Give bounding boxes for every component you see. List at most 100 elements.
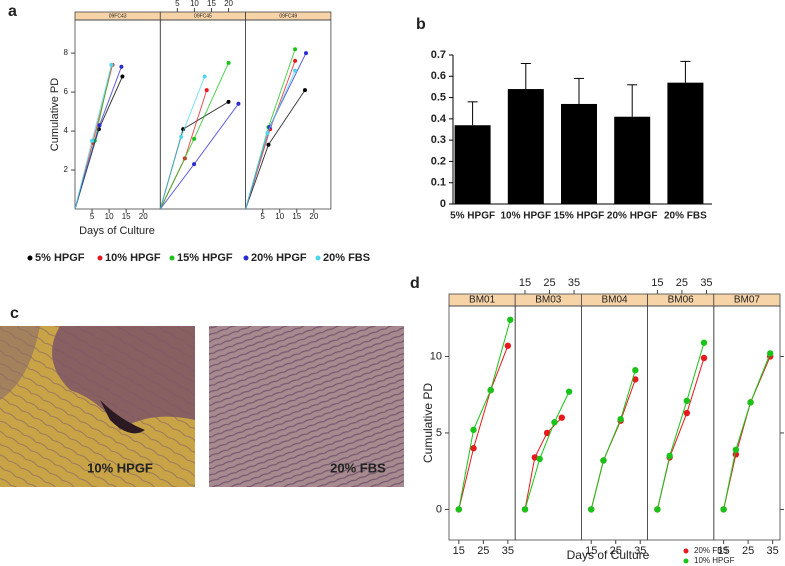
- x-axis-title: Days of Culture: [79, 225, 155, 237]
- data-point: [654, 506, 661, 513]
- data-point: [683, 397, 691, 405]
- facet-frame: [581, 305, 649, 541]
- panel-label: b: [416, 16, 426, 33]
- data-point: [766, 350, 774, 357]
- bar: [614, 116, 651, 204]
- y-tick-label: 10: [430, 350, 442, 362]
- data-point: [507, 316, 514, 323]
- data-point: [683, 409, 691, 417]
- x-tick-label: 10: [275, 212, 284, 221]
- micrograph-left: [0, 326, 195, 487]
- legend-label: 10% HPGF: [694, 556, 735, 565]
- x-tick-label: 15: [519, 277, 531, 289]
- data-point: [470, 426, 477, 434]
- data-point: [303, 51, 308, 56]
- data-point: [97, 123, 102, 128]
- series-line: [159, 89, 208, 210]
- data-point: [192, 162, 197, 167]
- series-line: [458, 319, 511, 510]
- x-tick-label: 5: [175, 0, 180, 8]
- y-tick-label: 0.4: [431, 113, 447, 125]
- y-tick-label: 0.1: [431, 177, 446, 189]
- image-label: 20% FBS: [330, 460, 386, 475]
- legend-dot: [683, 548, 689, 554]
- data-point: [455, 506, 463, 513]
- data-point: [90, 138, 95, 143]
- data-point: [732, 446, 740, 453]
- y-tick-label: 0.7: [431, 49, 446, 61]
- y-tick-label: 2: [64, 165, 69, 174]
- x-tick-label: 25: [477, 545, 489, 557]
- legend-dot: [27, 255, 33, 261]
- data-point: [204, 88, 209, 93]
- series-line: [245, 52, 307, 210]
- series-line: [723, 353, 771, 510]
- series-line: [458, 345, 509, 510]
- data-point: [632, 376, 639, 383]
- x-tick-label: 20: [139, 212, 148, 221]
- x-tick-label: 20: [309, 212, 318, 221]
- data-point: [226, 60, 231, 65]
- data-point: [119, 64, 124, 69]
- x-tick-label: 15: [292, 212, 301, 221]
- series-line: [723, 356, 771, 510]
- panel-label: c: [10, 305, 19, 322]
- legend-label: 15% HPGF: [177, 252, 233, 264]
- data-point: [266, 142, 271, 147]
- data-point: [487, 386, 494, 394]
- strip-title: BM01: [469, 295, 496, 306]
- data-point: [617, 415, 624, 423]
- x-tick-label: 25: [610, 545, 622, 557]
- y-tick-label: 0.5: [431, 91, 446, 103]
- series-line: [74, 66, 122, 210]
- data-point: [600, 457, 607, 464]
- data-point: [632, 367, 639, 374]
- data-point: [192, 136, 197, 141]
- data-point: [293, 58, 298, 63]
- series-line: [159, 76, 206, 210]
- x-tick-label: 20% HPGF: [607, 211, 658, 222]
- data-point: [293, 47, 298, 52]
- series-line: [656, 357, 705, 510]
- x-tick-label: 15: [651, 277, 663, 289]
- x-tick-label: 10% HPGF: [501, 211, 552, 222]
- strip-title: BM06: [668, 295, 695, 306]
- bar: [454, 125, 491, 204]
- legend-label: 10% HPGF: [105, 252, 161, 264]
- legend-dot: [169, 255, 175, 261]
- facet-frame: [448, 305, 516, 541]
- x-tick-label: 35: [502, 545, 514, 557]
- x-axis-title: Days of Culture: [567, 548, 650, 562]
- data-point: [531, 454, 539, 461]
- x-tick-label: 25: [742, 545, 754, 557]
- x-tick-label: 15: [585, 545, 597, 557]
- facet-frame: [514, 305, 582, 541]
- y-tick-label: 5: [436, 427, 442, 439]
- data-point: [588, 506, 595, 513]
- series-line: [159, 101, 229, 210]
- bar: [667, 82, 704, 204]
- data-point: [565, 388, 573, 395]
- data-point: [700, 354, 708, 362]
- image-label: 10% HPGF: [87, 460, 153, 475]
- legend-label: 5% HPGF: [35, 252, 85, 264]
- data-point: [720, 506, 727, 513]
- data-point: [558, 414, 565, 421]
- y-axis-title: Cumulative PD: [421, 383, 435, 463]
- data-point: [536, 455, 543, 463]
- x-tick-label: 35: [700, 277, 712, 289]
- data-point: [202, 74, 207, 79]
- data-point: [521, 506, 529, 513]
- strip-title: BM07: [734, 295, 761, 306]
- x-tick-label: 15: [717, 545, 729, 557]
- series-line: [74, 76, 123, 210]
- strip-title: 09FC45: [194, 13, 212, 19]
- data-point: [302, 88, 307, 93]
- x-tick-label: 10: [190, 0, 199, 8]
- series-line: [74, 64, 112, 210]
- x-tick-label: 35: [634, 545, 646, 557]
- x-tick-label: 25: [543, 277, 555, 289]
- y-tick-label: 0: [440, 198, 446, 210]
- legend-label: 20% FBS: [694, 546, 728, 555]
- y-tick-label: 0.2: [431, 155, 446, 167]
